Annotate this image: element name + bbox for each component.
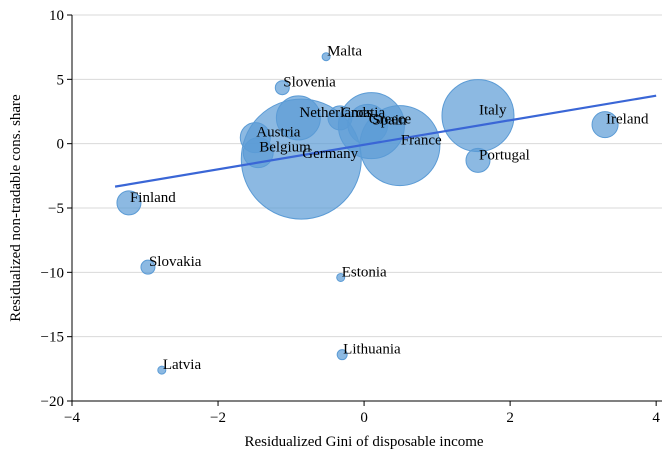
point-label: Malta [327, 44, 362, 60]
bubble [157, 365, 167, 375]
bubble [465, 147, 491, 173]
y-tick-label: −5 [48, 201, 64, 217]
point-label: Croatia [341, 105, 385, 121]
point-label: Lithuania [343, 342, 401, 358]
y-tick-label: 10 [49, 8, 64, 24]
point-label: Netherlands [299, 105, 372, 121]
x-tick-label: −2 [210, 410, 226, 426]
bubble [116, 190, 142, 216]
x-tick-label: 4 [652, 410, 660, 426]
bubble [336, 272, 346, 282]
point-label: Austria [256, 125, 301, 141]
y-tick-label: −20 [41, 394, 64, 410]
point-label: Greece [369, 111, 412, 127]
x-tick-label: −4 [64, 410, 80, 426]
point-label: Slovakia [149, 254, 202, 270]
x-axis-label: Residualized Gini of disposable income [244, 434, 483, 450]
y-tick-label: 5 [57, 72, 65, 88]
point-label: Spain [372, 113, 407, 129]
bubble [591, 111, 619, 139]
y-tick-label: 0 [57, 137, 65, 153]
bubble [274, 80, 290, 96]
x-tick-label: 0 [360, 410, 368, 426]
bubble [140, 259, 156, 275]
fit-line [114, 94, 657, 188]
bubble [240, 98, 362, 220]
point-label: Finland [130, 190, 176, 206]
point-label: Belgium [259, 140, 311, 156]
bubble [321, 52, 331, 62]
point-label: Ireland [606, 112, 649, 128]
point-label: Portugal [479, 147, 530, 163]
point-label: Latvia [163, 357, 202, 373]
y-axis-label: Residualized non-tradable cons. share [8, 94, 24, 322]
y-tick-label: −15 [41, 330, 64, 346]
x-tick-label: 2 [506, 410, 514, 426]
y-tick-label: −10 [41, 265, 64, 281]
point-label: Estonia [342, 264, 387, 280]
point-label: Germany [302, 146, 358, 162]
point-label: France [401, 133, 442, 149]
bubble [336, 349, 348, 361]
point-label: Italy [479, 103, 507, 119]
point-label: Slovenia [283, 75, 336, 91]
